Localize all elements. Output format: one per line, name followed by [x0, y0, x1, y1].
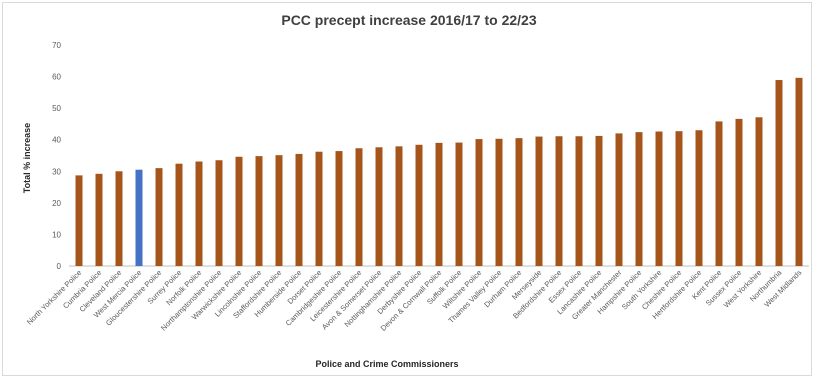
bar: [735, 118, 743, 266]
bar: [415, 144, 423, 266]
bar: [95, 173, 103, 266]
bar: [135, 169, 143, 266]
x-axis-title: Police and Crime Commissioners: [315, 359, 458, 369]
bar: [675, 131, 683, 266]
bar: [595, 135, 603, 266]
bar: [755, 117, 763, 266]
bars: [75, 77, 803, 267]
y-tick-label: 10: [52, 230, 61, 239]
bar: [715, 121, 723, 267]
y-tick-label: 20: [52, 199, 61, 208]
bar: [455, 142, 463, 266]
bar: [295, 153, 303, 266]
y-axis-title: Total % increase: [22, 123, 32, 193]
bar: [275, 155, 283, 266]
bar: [215, 160, 223, 266]
chart-title: PCC precept increase 2016/17 to 22/23: [281, 12, 536, 28]
bar: [695, 130, 703, 266]
bar: [235, 156, 243, 266]
bar: [75, 175, 83, 266]
bar: [315, 151, 323, 266]
bar: [375, 147, 383, 266]
bar: [115, 171, 123, 266]
bar: [635, 132, 643, 266]
y-tick-label: 0: [57, 262, 62, 271]
y-tick-label: 30: [52, 167, 61, 176]
axes: 0 10 20 30 40 50 60 70: [52, 41, 809, 271]
bar: [475, 139, 483, 266]
bar: [155, 168, 163, 266]
bar-chart: PCC precept increase 2016/17 to 22/23 0 1…: [22, 12, 809, 369]
bar: [335, 151, 343, 266]
bar: [615, 133, 623, 266]
bar: [775, 80, 783, 266]
bar: [435, 142, 443, 266]
bar: [555, 136, 563, 266]
bar: [395, 146, 403, 266]
bar: [175, 163, 183, 266]
bar: [655, 131, 663, 266]
chart-frame: PCC precept increase 2016/17 to 22/23 0 1…: [2, 2, 812, 376]
y-tick-label: 70: [52, 41, 61, 50]
bar: [515, 138, 523, 266]
bar: [255, 156, 263, 266]
bar: [495, 138, 503, 266]
bar: [575, 136, 583, 266]
bar: [795, 77, 803, 266]
y-tick-label: 60: [52, 73, 61, 82]
bar: [195, 161, 203, 266]
bar: [535, 136, 543, 266]
y-tick-label: 40: [52, 136, 61, 145]
bar: [355, 148, 363, 266]
y-tick-label: 50: [52, 104, 61, 113]
